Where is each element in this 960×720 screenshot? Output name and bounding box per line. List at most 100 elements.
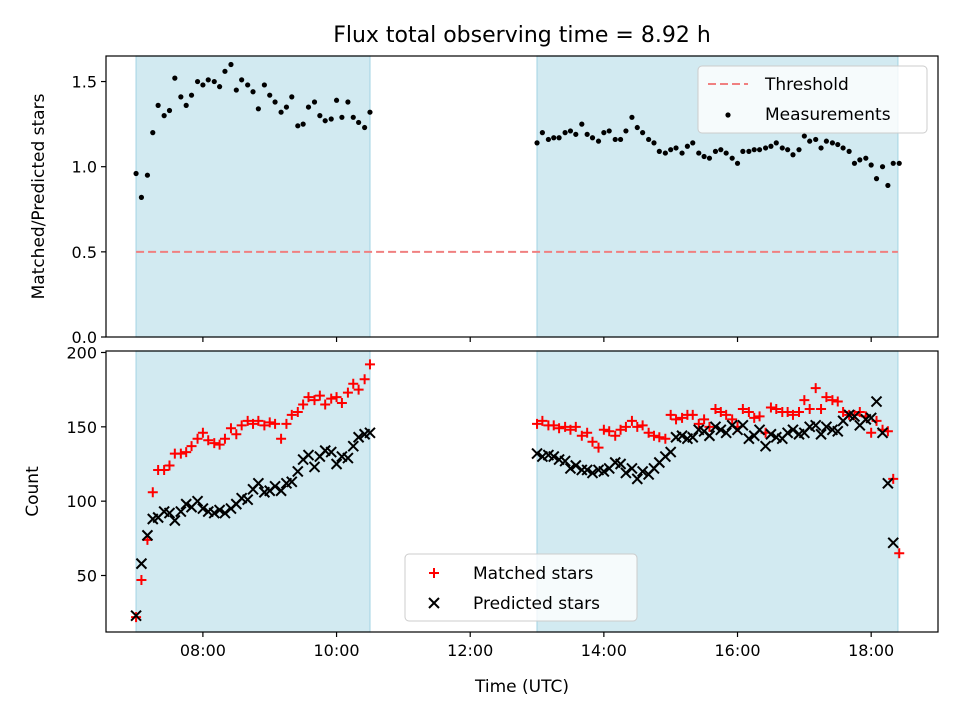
matched-star-point [866, 427, 877, 438]
count-legend-box [404, 553, 638, 622]
predicted-star-point [781, 427, 794, 439]
predicted-star-point [876, 427, 889, 439]
matched-star-point [248, 418, 259, 429]
x-tick-label: 16:00 [714, 641, 760, 660]
predicted-star-point [870, 395, 883, 408]
matched-star-point [214, 439, 225, 450]
predicted-star-point [765, 428, 777, 440]
predicted-star-point [241, 493, 254, 506]
predicted-star-point [598, 465, 610, 478]
measurement-point [150, 130, 156, 136]
measurement-point [851, 160, 858, 166]
matched-star-point [270, 418, 281, 429]
matched-star-point [303, 392, 314, 403]
matched-star-point [699, 414, 710, 425]
matched-star-point [181, 447, 192, 458]
measurement-point [801, 133, 807, 139]
ratio-y-axis-label: Matched/Predicted stars [29, 93, 49, 299]
matched-star-point [787, 409, 798, 420]
matched-star-point [677, 412, 688, 423]
measurement-point [640, 130, 646, 136]
measurement-point [328, 116, 334, 122]
predicted-star-point [286, 476, 298, 488]
measurement-point [356, 119, 362, 126]
measurement-point [295, 123, 301, 129]
count-y-tick-label: 100 [66, 492, 97, 511]
matched-star-point [626, 415, 637, 426]
measurement-point [255, 106, 261, 112]
measurement-point [311, 99, 318, 105]
measurement-point [706, 155, 713, 161]
measurement-point [756, 147, 763, 153]
predicted-star-point [275, 485, 287, 497]
measurement-point [589, 135, 596, 141]
measurement-point [278, 109, 284, 115]
measurement-point [245, 82, 251, 88]
matched-star-point [643, 427, 654, 438]
measurement-point [668, 147, 674, 153]
measurement-point [188, 92, 195, 98]
predicted-star-point [180, 498, 192, 510]
predicted-star-point [787, 424, 799, 436]
predicted-star-point [163, 507, 176, 519]
matched-star-point [715, 406, 726, 417]
predicted-star-point [213, 504, 226, 516]
matched-star-point [754, 411, 765, 422]
measurement-point [200, 82, 206, 88]
measurement-point [762, 145, 769, 151]
matched-star-point [570, 421, 581, 432]
matched-star-point [582, 427, 593, 438]
matched-star-point [164, 460, 175, 471]
matched-star-point [147, 487, 158, 498]
predicted-star-point [330, 458, 343, 470]
measurement-point [339, 114, 345, 120]
matched-star-point [654, 432, 665, 443]
matched-star-point [259, 420, 270, 431]
legend-matched-swatch [429, 568, 439, 578]
measurement-point [696, 150, 702, 156]
predicted-star-point [548, 450, 560, 463]
measurement-point [362, 124, 368, 131]
matched-star-point [209, 438, 220, 449]
measurement-point [823, 138, 829, 144]
matched-star-point [660, 433, 671, 444]
measurement-point [807, 138, 813, 144]
measurement-point [879, 164, 886, 170]
measurement-point [579, 121, 585, 127]
matched-star-point [314, 390, 325, 401]
matched-star-point [799, 395, 810, 406]
predicted-star-point [308, 461, 321, 473]
legend-matched-label: Matched stars [473, 564, 593, 584]
matched-star-point [894, 548, 905, 559]
measurement-point [573, 131, 579, 137]
measurement-point [796, 147, 802, 153]
predicted-star-point [687, 431, 699, 443]
matched-star-point [219, 433, 230, 444]
matched-star-point [560, 421, 571, 432]
matched-star-point [331, 392, 342, 403]
predicted-star-point [191, 495, 204, 507]
matched-star-point [532, 418, 543, 429]
measurement-point [863, 155, 869, 161]
measurement-point [345, 99, 351, 105]
ratio-y-tick-label: 1.5 [72, 73, 97, 92]
measurement-point [172, 75, 178, 81]
matched-star-point [637, 420, 648, 431]
x-tick-label: 12:00 [447, 641, 493, 660]
measurement-point [534, 140, 540, 146]
matched-star-point [671, 414, 682, 425]
measurement-point [729, 155, 735, 161]
predicted-star-point [809, 419, 822, 432]
measurement-point [890, 160, 896, 166]
measurement-point [768, 143, 774, 149]
matched-star-point [348, 378, 359, 389]
measurement-point [857, 157, 863, 163]
x-tick-label: 14:00 [581, 641, 627, 660]
legend-threshold-label: Threshold [764, 75, 849, 95]
matched-star-point [326, 393, 337, 404]
measurement-point [556, 135, 562, 141]
matched-star-point [710, 403, 721, 414]
measurement-point [222, 68, 228, 74]
matched-star-point [615, 424, 626, 435]
measurement-point [790, 152, 796, 158]
